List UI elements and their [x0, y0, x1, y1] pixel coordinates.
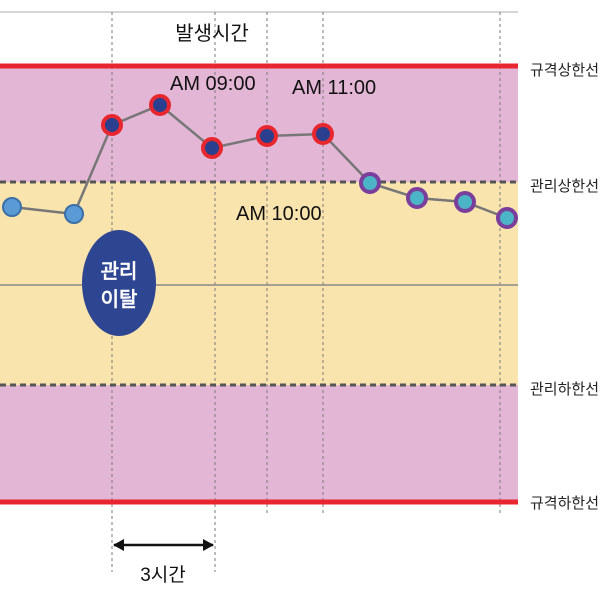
span-label: 3시간	[140, 564, 186, 586]
lower-control-label: 관리하한선	[530, 381, 599, 398]
span-arrow-left-head	[113, 539, 124, 551]
data-point-9	[406, 187, 428, 209]
data-point-3	[101, 114, 123, 136]
data-point-8	[359, 172, 381, 194]
data-point-11	[496, 207, 518, 229]
lower-spec-label: 규격하한선	[530, 495, 599, 512]
data-point-1	[2, 197, 22, 217]
upper-spec-band	[0, 64, 518, 182]
span-arrow-right-head	[203, 539, 214, 551]
data-point-7	[312, 123, 334, 145]
data-point-10	[454, 191, 476, 213]
upper-spec-label: 규격상한선	[530, 62, 599, 79]
data-point-4	[149, 94, 171, 116]
chart-title: 발생시간	[175, 22, 249, 45]
data-point-2	[64, 204, 84, 224]
annotation-am-10: AM 10:00	[236, 203, 322, 225]
data-points	[2, 94, 518, 229]
lower-spec-band	[0, 385, 518, 502]
annotation-am-11: AM 11:00	[292, 77, 376, 99]
deviation-badge-line1: 관리	[101, 260, 138, 283]
data-point-5	[201, 137, 223, 159]
upper-control-label: 관리상한선	[530, 178, 599, 195]
deviation-badge-line2: 이탈	[101, 288, 138, 311]
data-point-6	[256, 125, 278, 147]
deviation-badge: 관리 이탈	[82, 230, 156, 336]
duration-span: 3시간	[113, 539, 214, 586]
annotation-am-09: AM 09:00	[170, 73, 256, 95]
deviation-badge-circle	[82, 230, 156, 336]
